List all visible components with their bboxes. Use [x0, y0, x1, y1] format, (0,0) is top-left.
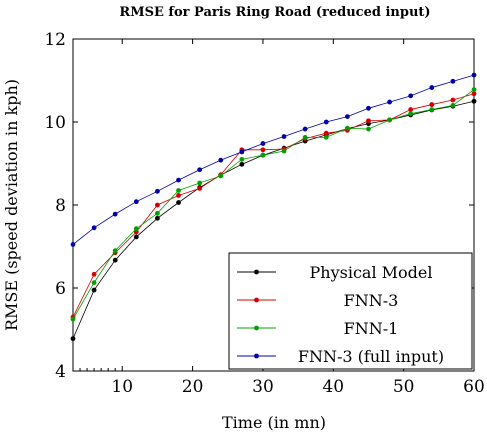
legend-label: FNN-3 (full input): [298, 347, 444, 366]
data-point: [344, 125, 350, 131]
data-point: [239, 161, 245, 167]
data-point: [366, 118, 371, 124]
data-point: [471, 98, 477, 104]
x-tick-label: 50: [393, 377, 415, 397]
data-point: [429, 85, 435, 90]
series-line: [72, 93, 475, 318]
data-point: [155, 202, 160, 208]
data-point: [387, 117, 392, 123]
data-point: [155, 215, 160, 221]
data-point: [450, 103, 456, 108]
legend-marker: [254, 353, 259, 359]
legend: Physical Model FNN-3 FNN-1 FNN-3 (full inpu…: [228, 252, 473, 370]
x-axis-label: Time (in mn): [222, 413, 326, 432]
legend-marker: [254, 269, 259, 275]
legend-marker: [254, 325, 259, 331]
data-point: [408, 93, 414, 99]
axis-ticks: 10 20 30 40 50 60 4 6 8 10 12: [44, 30, 484, 397]
y-tick-label: 12: [44, 30, 66, 50]
data-point: [281, 134, 287, 139]
data-point: [302, 134, 308, 140]
data-point: [133, 229, 139, 235]
data-point: [323, 119, 329, 125]
data-point: [197, 186, 203, 191]
data-point: [176, 177, 181, 183]
data-point: [323, 134, 329, 140]
chart-title: RMSE for Paris Ring Road (reduced input): [119, 5, 430, 20]
data-point: [450, 97, 456, 103]
data-point: [450, 78, 456, 84]
x-tick-label: 60: [463, 377, 485, 397]
legend-label: Physical Model: [310, 263, 433, 282]
y-tick-label: 6: [55, 279, 66, 299]
x-tick-label: 40: [322, 377, 344, 397]
data-point: [260, 147, 266, 153]
data-point: [91, 280, 97, 286]
data-point: [260, 141, 266, 146]
legend-label: FNN-1: [344, 319, 399, 338]
data-point: [112, 248, 118, 254]
data-point: [387, 99, 392, 105]
y-tick-label: 8: [55, 196, 66, 216]
x-tick-label: 30: [252, 377, 274, 397]
data-point: [91, 225, 97, 231]
data-point: [176, 193, 181, 198]
data-point: [260, 152, 266, 158]
data-point: [91, 287, 97, 293]
data-point: [112, 257, 118, 263]
x-tick-label: 20: [182, 377, 204, 397]
data-point: [70, 316, 76, 322]
data-point: [239, 149, 245, 155]
data-point: [471, 72, 477, 78]
legend-label: FNN-3: [344, 291, 399, 310]
data-point: [133, 199, 139, 205]
data-point: [471, 87, 477, 93]
data-point: [408, 111, 414, 117]
x-tick-label: 10: [111, 377, 133, 397]
data-point: [218, 173, 224, 179]
data-point: [366, 126, 371, 132]
data-point: [133, 234, 139, 240]
series-line: [72, 74, 475, 245]
data-point: [197, 180, 203, 186]
data-point: [197, 167, 203, 173]
data-point: [112, 211, 118, 217]
data-point: [155, 188, 160, 194]
series-layer: [70, 72, 477, 342]
data-point: [408, 107, 414, 112]
series-line: [72, 100, 475, 339]
data-point: [155, 210, 160, 216]
data-point: [429, 107, 435, 112]
data-point: [239, 156, 245, 162]
data-point: [70, 242, 76, 247]
data-point: [218, 157, 224, 163]
data-point: [429, 102, 435, 107]
data-point: [302, 126, 308, 132]
data-point: [366, 105, 371, 111]
data-point: [471, 91, 477, 97]
data-point: [70, 336, 76, 342]
legend-marker: [254, 297, 259, 303]
data-point: [133, 226, 139, 232]
data-point: [91, 271, 97, 277]
data-point: [323, 130, 329, 136]
y-tick-label: 10: [44, 113, 66, 133]
series-line: [72, 89, 475, 320]
y-axis-label: RMSE (speed deviation in kph): [2, 79, 21, 331]
data-point: [176, 200, 181, 205]
data-point: [281, 148, 287, 154]
y-tick-label: 4: [55, 362, 66, 382]
data-point: [344, 114, 350, 120]
data-point: [176, 188, 181, 193]
